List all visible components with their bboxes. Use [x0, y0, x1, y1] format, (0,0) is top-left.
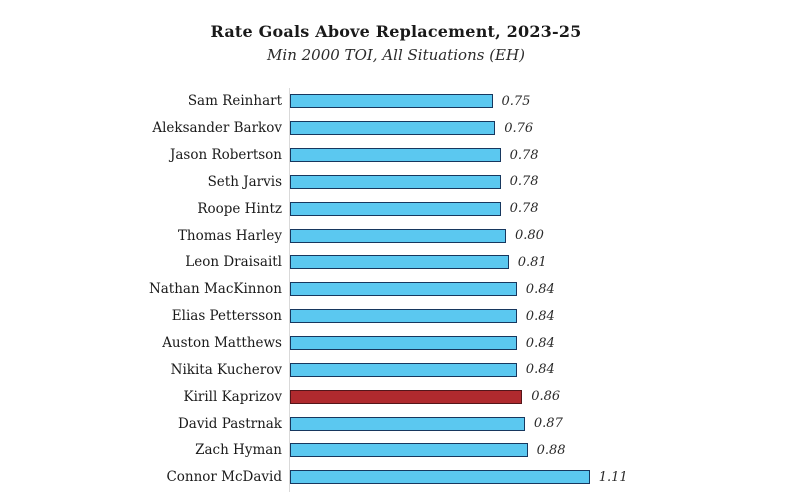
chart-rows: Sam Reinhart 0.75 Aleksander Barkov 0.76 Jas…	[0, 88, 800, 491]
bar-value-label: 0.76	[504, 120, 534, 136]
chart-row: Zach Hyman 0.88	[0, 437, 800, 464]
chart-row: David Pastrnak 0.87	[0, 410, 800, 437]
bar-area: 0.78	[290, 195, 800, 222]
bar	[290, 416, 525, 431]
bar-value-label: 1.11	[598, 469, 628, 485]
bar-area: 0.80	[290, 222, 800, 249]
bar	[290, 148, 501, 163]
bar	[290, 201, 501, 216]
chart-title: Rate Goals Above Replacement, 2023-25	[210, 22, 582, 41]
bar-area: 1.11	[290, 464, 800, 491]
bar-chart: Sam Reinhart 0.75 Aleksander Barkov 0.76 Jas…	[0, 88, 800, 492]
bar	[290, 121, 496, 136]
highlight-bar	[290, 389, 523, 404]
bar-area: 0.84	[290, 356, 800, 383]
chart-row: Roope Hintz 0.78	[0, 195, 800, 222]
chart-row: Auston Matthews 0.84	[0, 330, 800, 357]
bar-value-label: 0.80	[515, 228, 544, 244]
bar-area: 0.81	[290, 249, 800, 276]
bar-value-label: 0.78	[509, 147, 539, 163]
player-label: Elias Pettersson	[171, 308, 282, 325]
bar	[290, 94, 493, 109]
bar-area: 0.88	[290, 437, 800, 464]
player-label: Leon Draisaitl	[185, 254, 282, 271]
chart-row: Aleksander Barkov 0.76	[0, 115, 800, 142]
chart-row: Sam Reinhart 0.75	[0, 88, 800, 115]
chart-row: Kirill Kaprizov 0.86	[0, 383, 800, 410]
bar-value-label: 0.84	[525, 362, 555, 378]
bar	[290, 174, 501, 189]
bar-area: 0.84	[290, 330, 800, 357]
chart-subtitle: Min 2000 TOI, All Situations (EH)	[267, 46, 525, 64]
chart-row: Seth Jarvis 0.78	[0, 169, 800, 196]
player-label: Nikita Kucherov	[170, 361, 282, 378]
player-label: Nathan MacKinnon	[148, 281, 282, 298]
bar	[290, 228, 506, 243]
bar-area: 0.84	[290, 303, 800, 330]
bar-area: 0.75	[290, 88, 800, 115]
bar	[290, 282, 517, 297]
bar-value-label: 0.87	[533, 416, 563, 432]
chart-row: Elias Pettersson 0.84	[0, 303, 800, 330]
bar	[290, 443, 528, 458]
chart-row: Nathan MacKinnon 0.84	[0, 276, 800, 303]
player-label: Connor McDavid	[166, 469, 282, 486]
bar-value-label: 0.86	[531, 389, 561, 405]
player-label: Thomas Harley	[177, 227, 282, 244]
chart-row: Connor McDavid 1.11	[0, 464, 800, 491]
bar-area: 0.87	[290, 410, 800, 437]
bar	[290, 309, 517, 324]
chart-row: Leon Draisaitl 0.81	[0, 249, 800, 276]
player-label: Jason Robertson	[169, 147, 282, 164]
bar	[290, 336, 517, 351]
bar-value-label: 0.81	[517, 254, 547, 270]
bar	[290, 255, 509, 270]
bar-value-label: 0.75	[501, 93, 531, 109]
player-label: Sam Reinhart	[187, 93, 282, 110]
chart-row: Jason Robertson 0.78	[0, 142, 800, 169]
chart-row: Nikita Kucherov 0.84	[0, 356, 800, 383]
bar-value-label: 0.84	[525, 308, 555, 324]
player-label: Kirill Kaprizov	[183, 388, 282, 405]
player-label: David Pastrnak	[177, 415, 282, 432]
player-label: Roope Hintz	[197, 200, 282, 217]
player-label: Aleksander Barkov	[152, 120, 282, 137]
chart-row: Thomas Harley 0.80	[0, 222, 800, 249]
player-label: Auston Matthews	[162, 335, 282, 352]
bar	[290, 362, 517, 377]
player-label: Zach Hyman	[195, 442, 282, 459]
y-axis-line	[289, 88, 290, 492]
bar	[290, 470, 590, 485]
bar-area: 0.78	[290, 142, 800, 169]
bar-value-label: 0.78	[509, 174, 539, 190]
bar-area: 0.86	[290, 383, 800, 410]
bar-value-label: 0.84	[525, 335, 555, 351]
bar-area: 0.78	[290, 169, 800, 196]
bar-value-label: 0.78	[509, 201, 539, 217]
bar-value-label: 0.88	[536, 442, 566, 458]
bar-value-label: 0.84	[525, 281, 555, 297]
player-label: Seth Jarvis	[207, 173, 282, 190]
bar-area: 0.84	[290, 276, 800, 303]
chart-header: Rate Goals Above Replacement, 2023-25 Mi…	[0, 22, 792, 64]
bar-area: 0.76	[290, 115, 800, 142]
